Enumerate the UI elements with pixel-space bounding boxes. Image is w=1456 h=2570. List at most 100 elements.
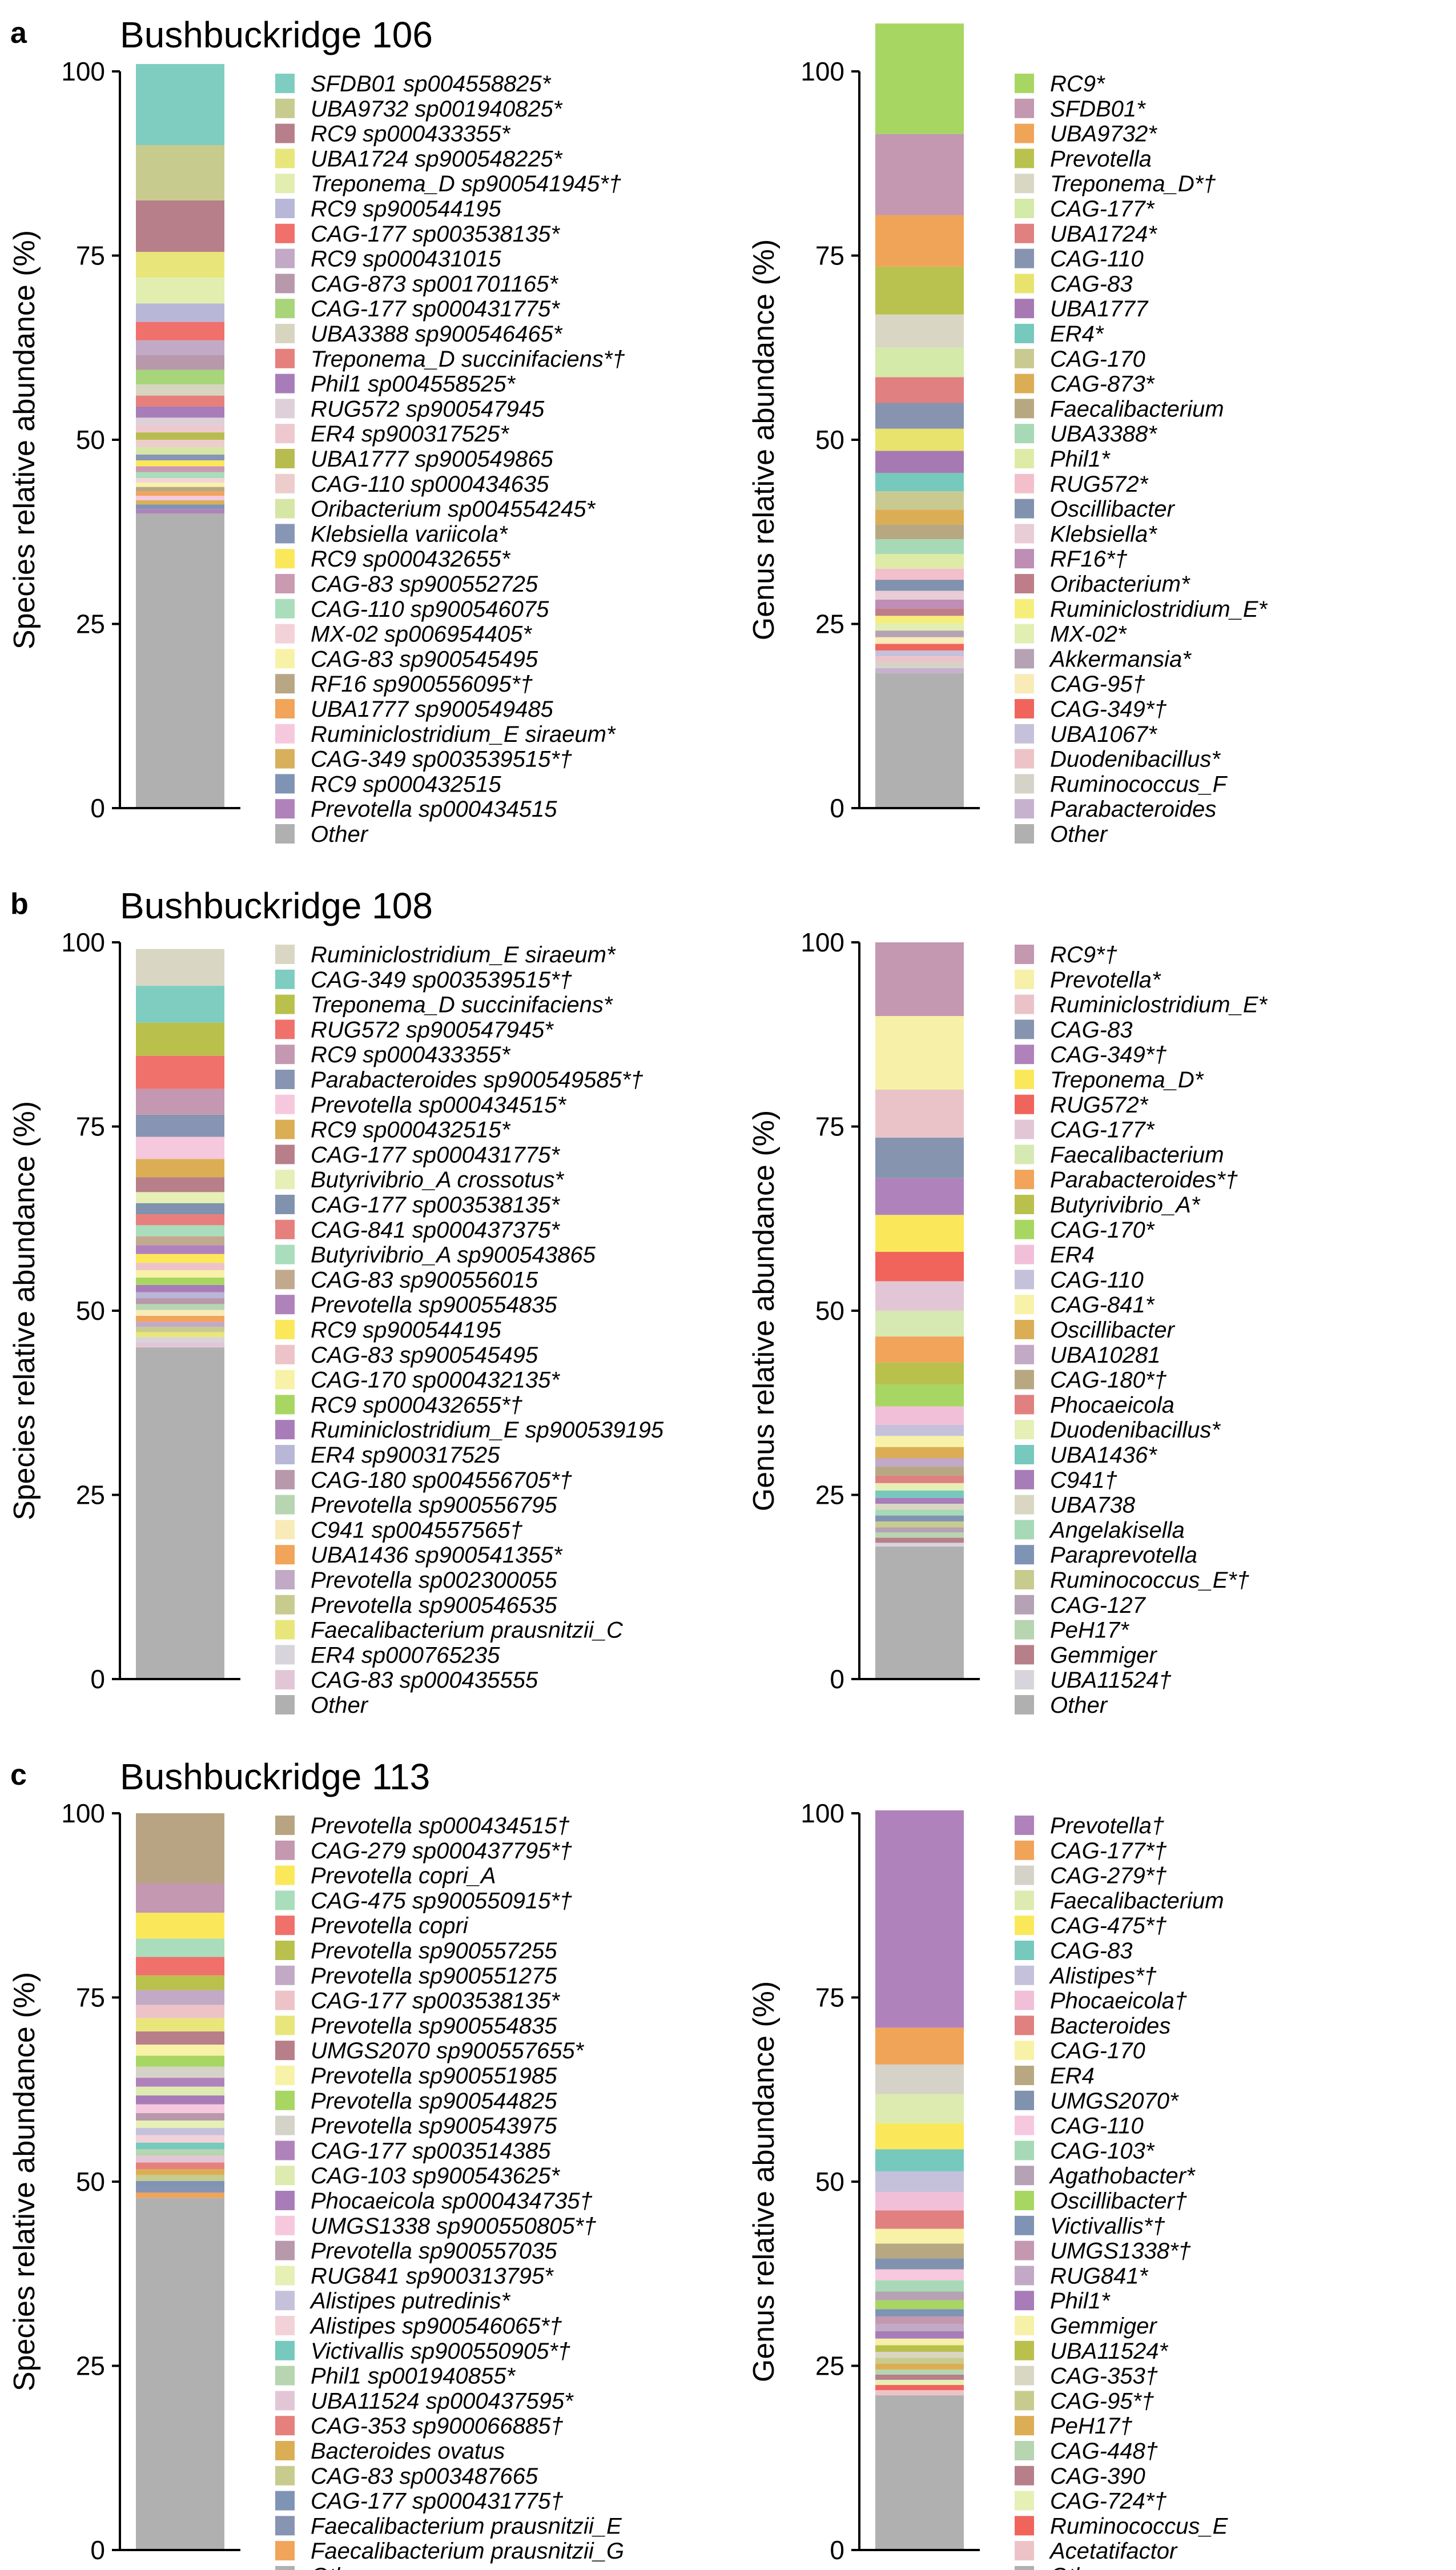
legend: SFDB01 sp004558825*UBA9732 sp001940825*R…: [275, 71, 625, 847]
legend-label: CAG-170 sp000432135*: [311, 1368, 560, 1393]
legend-label: Ruminococcus_E*†: [1050, 1568, 1249, 1593]
bar-segment: [136, 2005, 224, 2018]
legend-label: UBA3388 sp900546465*: [311, 322, 563, 347]
y-tick-label: 0: [90, 793, 105, 823]
legend-swatch: [1015, 2066, 1034, 2085]
legend-swatch: [275, 2191, 295, 2210]
bar-segment: [136, 986, 224, 1023]
legend-swatch: [275, 1469, 295, 1489]
legend-swatch: [275, 299, 295, 319]
legend-swatch: [275, 1916, 295, 1935]
bar-segment: [875, 403, 964, 429]
y-tick-label: 0: [90, 1664, 105, 1694]
legend-swatch: [1015, 2541, 1034, 2561]
legend-swatch: [1015, 348, 1034, 368]
y-tick-label: 100: [61, 57, 105, 86]
bar-segment: [136, 1192, 224, 1203]
legend-swatch: [1015, 1119, 1034, 1139]
bar-segment: [875, 673, 964, 808]
legend-swatch: [275, 174, 295, 194]
legend-label: RC9 sp000433355*: [311, 1042, 511, 1067]
legend-swatch: [275, 1244, 295, 1264]
bar-segment: [136, 370, 224, 385]
legend-swatch: [1015, 148, 1034, 168]
chart-panel-6: 0 25 50 75 100 Genus relative abundance (%) Pr…: [747, 1798, 1229, 2570]
bar-segment: [136, 2169, 224, 2175]
legend-swatch: [1015, 799, 1034, 819]
legend-swatch: [275, 1295, 295, 1315]
legend-swatch: [1015, 2566, 1034, 2570]
legend-swatch: [1015, 599, 1034, 619]
legend-swatch: [1015, 1570, 1034, 1589]
legend-label: Alistipes putredinis*: [309, 2288, 510, 2314]
legend-swatch: [275, 1865, 295, 1885]
legend-label: Treponema_D*†: [1050, 171, 1216, 196]
bar-segment: [136, 1254, 224, 1263]
legend-label: CAG-83 sp900545495: [311, 646, 538, 672]
chart-title: Bushbuckridge 108: [120, 885, 433, 926]
y-tick-label: 100: [61, 927, 105, 957]
bar-segment: [875, 2358, 964, 2364]
y-tick-label: 25: [76, 609, 105, 639]
bar-segment: [136, 1957, 224, 1975]
chart-title: Bushbuckridge 113: [120, 1756, 430, 1797]
bar-segment: [136, 322, 224, 340]
bar-segment: [875, 2338, 964, 2346]
legend-label: Faecalibacterium prausnitzii_E: [311, 2513, 622, 2539]
bar-segment: [136, 478, 224, 483]
bar-segment: [875, 23, 964, 134]
bar-segment: [136, 482, 224, 487]
legend-swatch: [1015, 374, 1034, 393]
bar-segment: [875, 1458, 964, 1467]
legend-swatch: [275, 1320, 295, 1339]
legend-label: Other: [1050, 822, 1108, 847]
legend-label: RC9 sp000433355*: [311, 122, 511, 147]
bar-segment: [136, 460, 224, 467]
legend-label: CAG-724*†: [1050, 2489, 1167, 2514]
bar-segment: [875, 2280, 964, 2292]
legend-swatch: [1015, 2266, 1034, 2286]
bar-segment: [136, 2187, 224, 2193]
legend-swatch: [275, 649, 295, 669]
legend-label: Prevotella†: [1050, 1813, 1164, 1838]
legend-swatch: [1015, 824, 1034, 844]
legend-label: UBA1724 sp900548225*: [311, 146, 563, 171]
bar-segment: [136, 2066, 224, 2078]
legend-label: CAG-448†: [1050, 2439, 1158, 2464]
legend-swatch: [275, 98, 295, 118]
legend-swatch: [1015, 699, 1034, 718]
legend-swatch: [275, 1445, 295, 1464]
bar-segment: [875, 599, 964, 609]
bar-segment: [136, 1022, 224, 1056]
legend-label: CAG-349 sp003539515*†: [311, 747, 572, 772]
legend-label: UBA11524 sp000437595*: [311, 2388, 574, 2414]
legend-label: Prevotella sp900557255: [311, 1938, 557, 1963]
legend-label: Alistipes*†: [1049, 1963, 1157, 1989]
legend-label: Oscillibacter: [1050, 1318, 1176, 1343]
legend-label: CAG-390: [1050, 2464, 1145, 2489]
legend-label: Gemmiger: [1050, 1643, 1157, 1668]
legend-swatch: [1015, 2416, 1034, 2436]
legend-label: Agathobacter*: [1049, 2163, 1196, 2188]
legend-swatch: [1015, 449, 1034, 468]
legend-swatch: [1015, 1620, 1034, 1640]
legend-label: RUG572 sp900547945: [311, 396, 545, 421]
legend-label: Prevotella sp000434515*: [311, 1093, 566, 1118]
legend-swatch: [275, 2366, 295, 2386]
legend-label: CAG-841 sp000437375*: [311, 1218, 560, 1243]
legend-label: Prevotella*: [1050, 967, 1161, 993]
bar-segment: [875, 1178, 964, 1215]
legend-label: Ruminiclostridium_E siraeum*: [311, 942, 616, 967]
bar-segment: [136, 417, 224, 425]
legend-swatch: [1015, 724, 1034, 744]
legend-swatch: [1015, 499, 1034, 519]
legend-label: Prevotella sp900546535: [311, 1593, 557, 1618]
legend-swatch: [275, 574, 295, 593]
legend-label: UBA1777 sp900549485: [311, 697, 554, 722]
bar-segment: [136, 2162, 224, 2170]
legend-swatch: [1015, 1990, 1034, 2010]
legend-label: Prevotella sp900551985: [311, 2063, 557, 2089]
legend-swatch: [275, 2516, 295, 2536]
bar-segment: [136, 1304, 224, 1310]
legend-swatch: [275, 1370, 295, 1390]
